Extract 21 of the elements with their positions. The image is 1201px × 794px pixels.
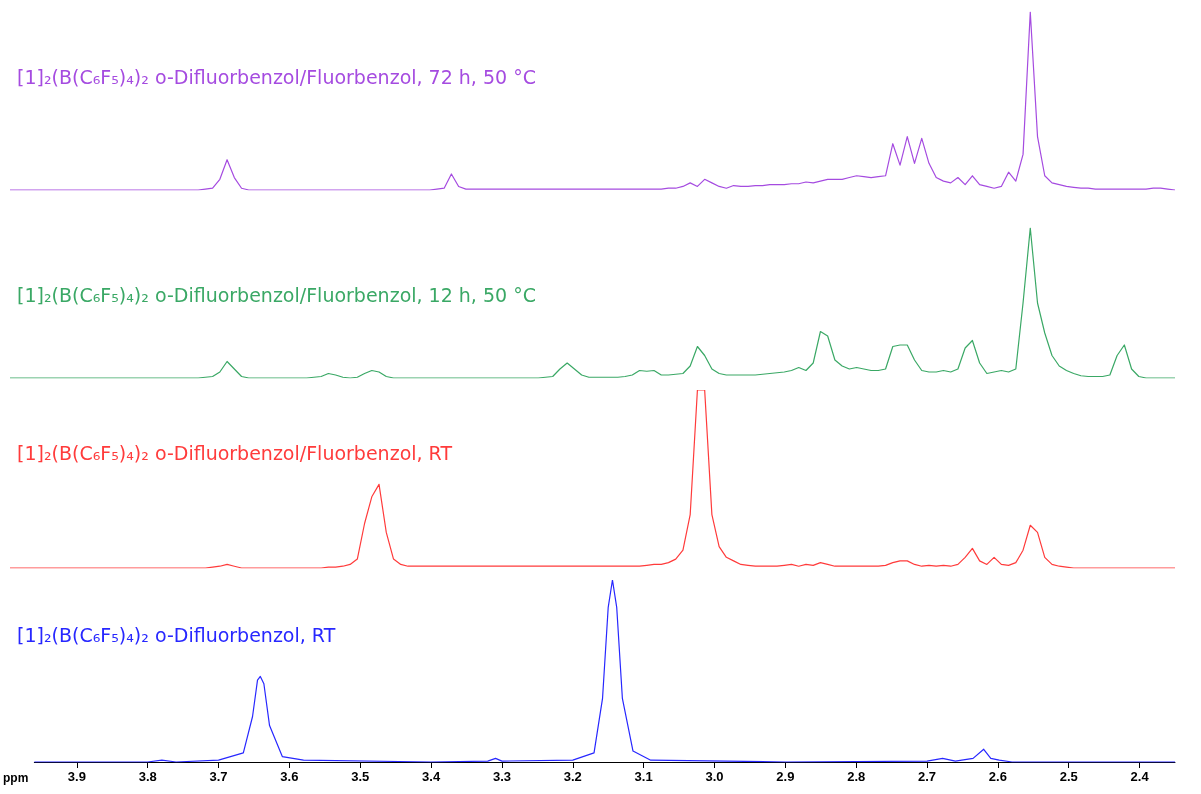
x-tick-label: 3.8 xyxy=(138,769,157,784)
text: [1]₂(B(C₆F₅)₄)₂ o-Difluorbenzol/Fluorbenzol, 12 h, 50 °C xyxy=(17,283,536,306)
x-tick-label: 3.6 xyxy=(280,769,299,784)
x-tick-label: 3.7 xyxy=(209,769,228,784)
x-tick-label: 2.9 xyxy=(776,769,795,784)
x-tick-label: 2.5 xyxy=(1059,769,1078,784)
x-tick-label: 3.5 xyxy=(351,769,370,784)
x-axis-title: ppm xyxy=(2,771,29,785)
text: [1]₂(B(C₆F₅)₄)₂ o-Difluorbenzol/Fluorbenzol, RT xyxy=(17,441,453,464)
x-tick-label: 3.2 xyxy=(563,769,582,784)
x-tick-label: 2.7 xyxy=(917,769,937,784)
x-tick-label: 3.1 xyxy=(634,769,653,784)
x-tick-label: 3.0 xyxy=(705,769,724,784)
x-tick-label: 2.6 xyxy=(988,769,1007,784)
text: [1]₂(B(C₆F₅)₄)₂ o-Difluorbenzol, RT xyxy=(17,623,336,646)
x-tick-label: 2.4 xyxy=(1130,769,1150,784)
x-tick-label: 2.8 xyxy=(847,769,866,784)
x-tick-label: 3.4 xyxy=(422,769,441,784)
text: [1]₂(B(C₆F₅)₄)₂ o-Difluorbenzol/Fluorbenzol, 72 h, 50 °C xyxy=(17,65,536,88)
x-tick-label: 3.9 xyxy=(67,769,86,784)
x-tick-label: 3.3 xyxy=(492,769,511,784)
